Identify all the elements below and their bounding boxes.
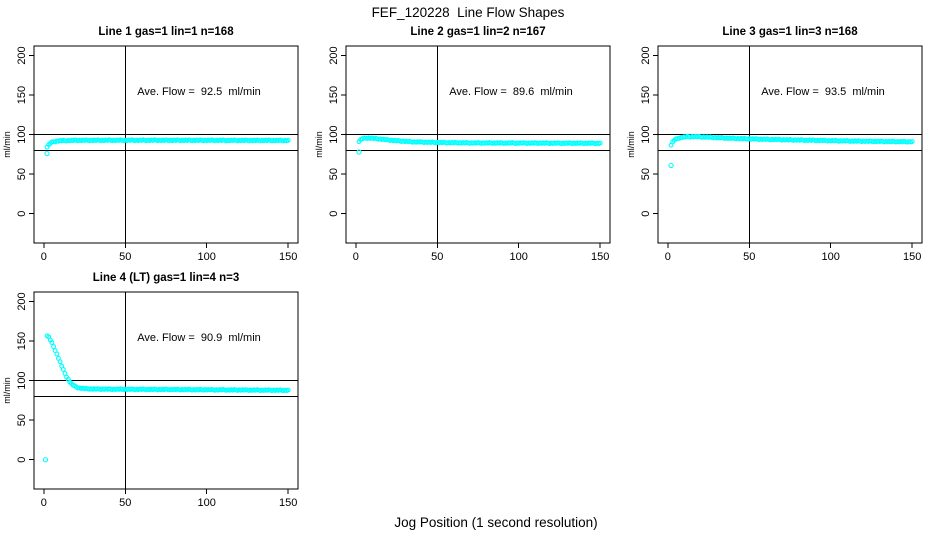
panel-line-3: Line 3 gas=1 lin=3 n=168 0 50 100 150 0 50 100…	[624, 20, 924, 280]
panel-line-4: Line 4 (LT) gas=1 lin=4 n=3 0 50 100 150 0 50…	[0, 266, 300, 526]
reference-lines	[34, 46, 298, 243]
panel-title: Line 1 gas=1 lin=1 n=168	[98, 26, 234, 38]
y-axis: 0 50 100 150 200	[328, 46, 346, 217]
svg-text:100: 100	[510, 251, 528, 263]
y-axis-title: ml/min	[314, 131, 324, 158]
ave-flow-annotation: Ave. Flow = 92.5 ml/min	[137, 86, 261, 98]
data-series	[668, 133, 915, 169]
plot-box	[345, 45, 611, 244]
svg-text:0: 0	[16, 457, 28, 463]
data-point	[51, 344, 57, 350]
svg-text:100: 100	[822, 251, 840, 263]
outlier-point	[44, 150, 50, 157]
y-axis-title: ml/min	[2, 131, 12, 158]
svg-text:50: 50	[743, 251, 755, 263]
x-axis-label: Jog Position (1 second resolution)	[394, 515, 598, 530]
svg-text:200: 200	[16, 292, 28, 310]
data-point	[285, 137, 291, 143]
outlier-point	[668, 162, 674, 169]
svg-text:150: 150	[279, 497, 297, 509]
svg-text:50: 50	[328, 168, 340, 180]
data-series	[44, 137, 291, 157]
outlier-point	[42, 457, 49, 463]
plot-box	[33, 45, 299, 244]
svg-text:150: 150	[279, 251, 297, 263]
figure-title: FEF_120228 Line Flow Shapes	[371, 5, 565, 20]
svg-text:150: 150	[591, 251, 609, 263]
x-axis: 0 50 100 150	[665, 243, 921, 263]
svg-text:0: 0	[41, 251, 47, 263]
data-point	[60, 367, 66, 372]
y-axis: 0 50 100 150 200	[640, 46, 658, 217]
svg-text:0: 0	[665, 251, 671, 263]
svg-text:50: 50	[16, 414, 28, 426]
plot-box	[33, 291, 299, 490]
svg-text:50: 50	[119, 251, 131, 263]
panel-title: Line 4 (LT) gas=1 lin=4 n=3	[92, 272, 240, 284]
svg-text:0: 0	[16, 211, 28, 217]
svg-text:50: 50	[119, 497, 131, 509]
data-point	[909, 139, 915, 144]
data-series	[356, 135, 603, 155]
data-point	[54, 351, 60, 357]
y-axis-title: ml/min	[626, 131, 636, 158]
plot-area: 0 50 100 150 0 50 100 150 200 ml/min	[2, 291, 299, 509]
ave-flow-annotation: Ave. Flow = 89.6 ml/min	[449, 86, 573, 98]
data-point	[285, 387, 291, 393]
reference-lines	[658, 46, 922, 243]
data-point	[597, 140, 603, 146]
svg-text:150: 150	[16, 86, 28, 104]
data-series	[42, 333, 291, 463]
svg-text:50: 50	[431, 251, 443, 263]
plot-area: 0 50 100 150 0 50 100 150 200 ml/min	[314, 45, 611, 263]
svg-text:100: 100	[16, 371, 28, 389]
svg-text:200: 200	[328, 46, 340, 64]
svg-text:150: 150	[328, 86, 340, 104]
plot-box	[657, 45, 923, 244]
panel-title: Line 2 gas=1 lin=2 n=167	[410, 26, 546, 38]
svg-text:100: 100	[328, 125, 340, 143]
svg-text:0: 0	[328, 211, 340, 217]
svg-text:150: 150	[903, 251, 921, 263]
x-axis: 0 50 100 150	[41, 489, 297, 509]
svg-text:200: 200	[640, 46, 652, 64]
svg-text:0: 0	[41, 497, 47, 509]
x-axis: 0 50 100 150	[41, 243, 297, 263]
y-axis: 0 50 100 150 200	[16, 292, 34, 463]
svg-text:100: 100	[198, 251, 216, 263]
svg-text:100: 100	[16, 125, 28, 143]
svg-text:150: 150	[16, 332, 28, 350]
outlier-point	[356, 149, 362, 155]
panel-line-1: Line 1 gas=1 lin=1 n=168 0 50 100 150 0 50 100…	[0, 20, 300, 280]
data-point	[57, 359, 63, 365]
svg-text:50: 50	[640, 168, 652, 180]
ave-flow-annotation: Ave. Flow = 93.5 ml/min	[761, 86, 885, 98]
svg-text:50: 50	[16, 168, 28, 180]
svg-text:0: 0	[353, 251, 359, 263]
svg-text:100: 100	[640, 125, 652, 143]
ave-flow-annotation: Ave. Flow = 90.9 ml/min	[137, 332, 261, 344]
svg-text:0: 0	[640, 211, 652, 217]
x-axis: 0 50 100 150	[353, 243, 609, 263]
data-point	[49, 340, 55, 346]
panel-title: Line 3 gas=1 lin=3 n=168	[722, 26, 858, 38]
svg-text:200: 200	[16, 46, 28, 64]
plot-area: 0 50 100 150 0 50 100 150 200 ml/min	[626, 45, 923, 263]
panel-line-2: Line 2 gas=1 lin=2 n=167 0 50 100 150 0 50 100…	[312, 20, 612, 280]
y-axis-title: ml/min	[2, 377, 12, 404]
svg-text:100: 100	[198, 497, 216, 509]
y-axis: 0 50 100 150 200	[16, 46, 34, 217]
plot-area: 0 50 100 150 0 50 100 150 200 ml/min	[2, 45, 299, 263]
svg-text:150: 150	[640, 86, 652, 104]
